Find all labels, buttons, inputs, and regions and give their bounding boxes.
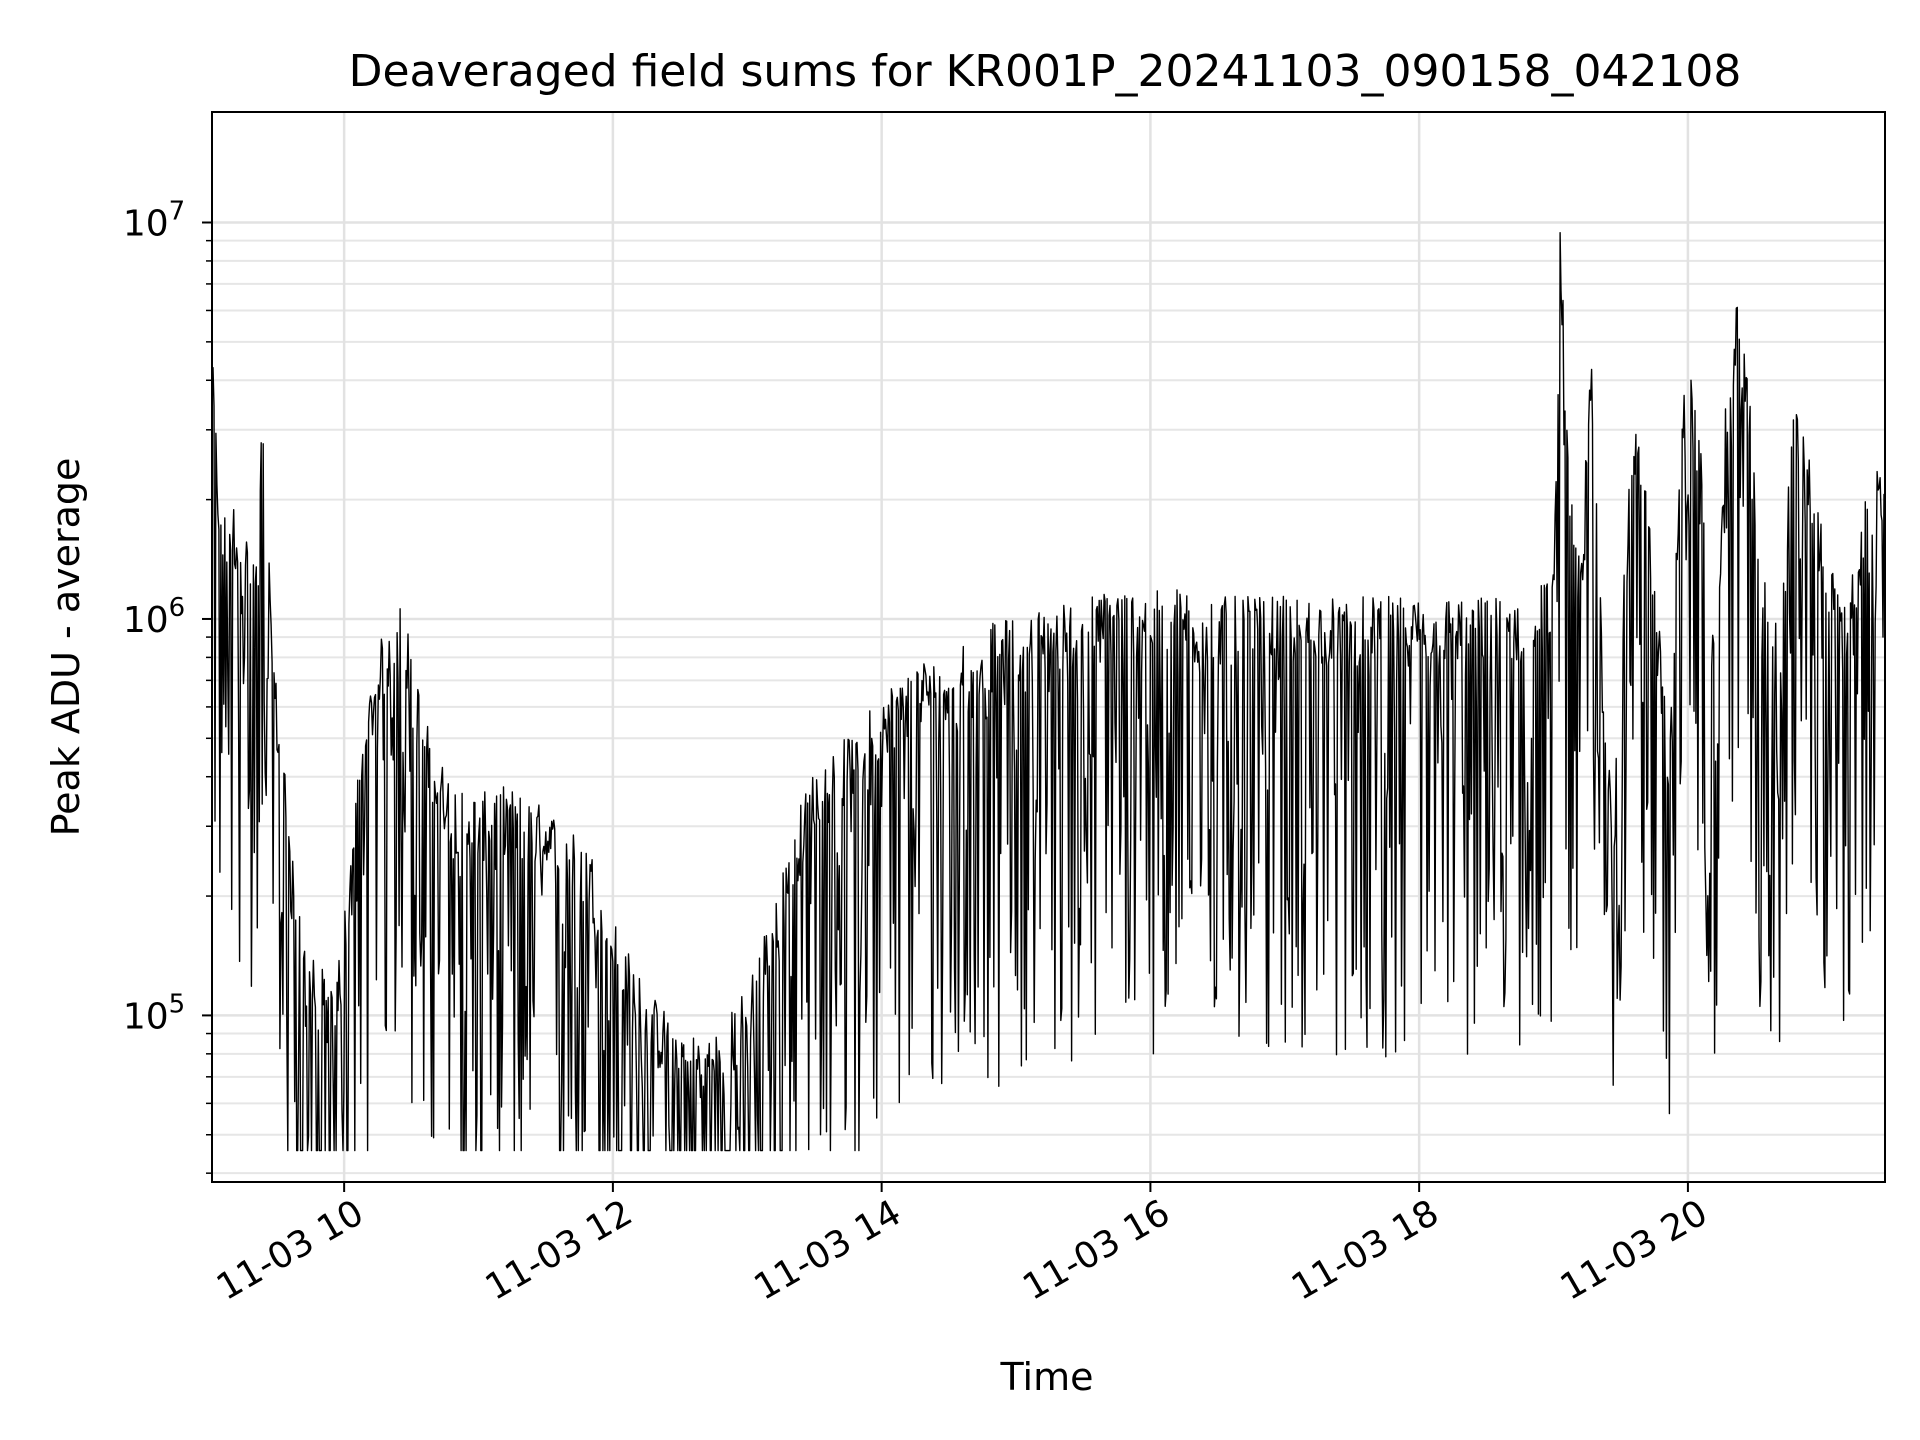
plot-lines [211,232,1886,1152]
plot-frame [211,111,1886,1183]
y-tick-label-exponent: 7 [169,197,186,227]
y-tick-label: 105 [123,989,185,1037]
y-tick-label-exponent: 5 [169,989,186,1019]
y-tick-label: 106 [123,593,185,641]
y-tick-label-base: 10 [123,996,169,1037]
y-tick-label-base: 10 [123,204,169,245]
x-axis-label: Time [1000,1355,1094,1399]
series-line [211,232,1886,1152]
y-tick-label-exponent: 6 [169,593,186,623]
y-tick-label: 107 [123,197,185,245]
y-tick-label-base: 10 [123,600,169,641]
chart-title: Deaveraged field sums for KR001P_2024110… [349,46,1742,97]
y-axis-label: Peak ADU - average [44,458,88,837]
